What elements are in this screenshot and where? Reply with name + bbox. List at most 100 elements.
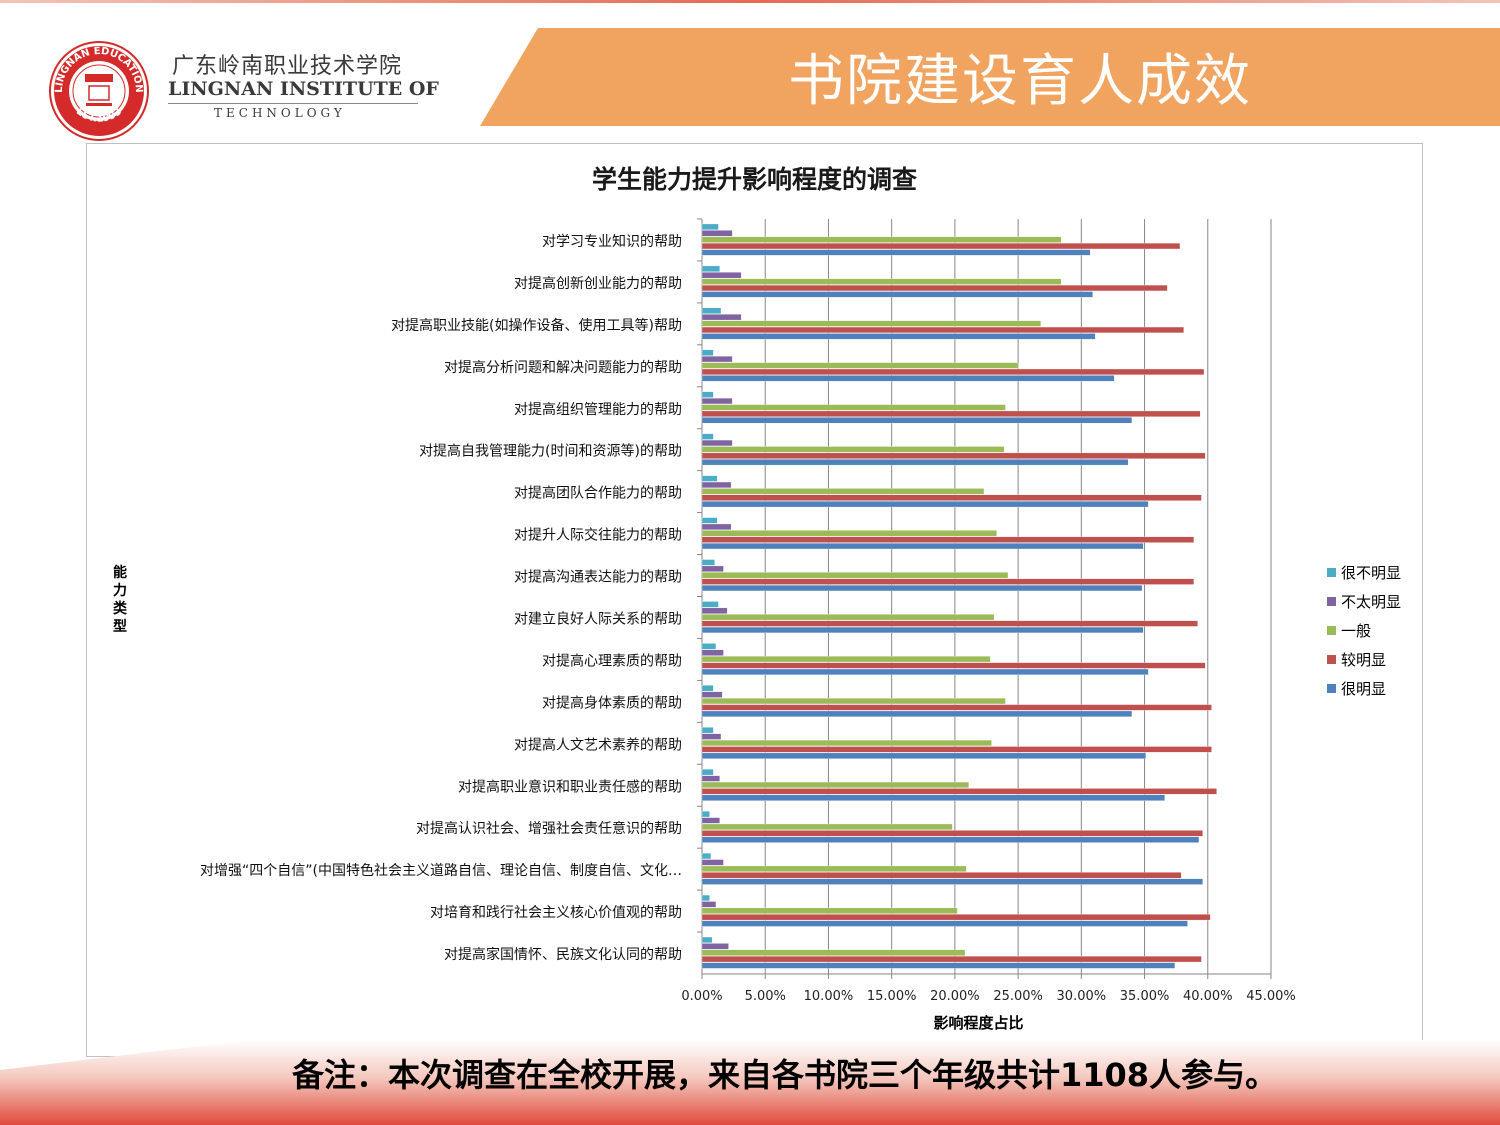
- bar: [701, 559, 715, 566]
- x-tick-label: 15.00%: [867, 989, 917, 1004]
- legend-label: 一般: [1341, 622, 1372, 640]
- bar: [701, 710, 1133, 717]
- category-label: 对提高分析问题和解决问题能力的帮助: [444, 359, 682, 376]
- bar: [701, 691, 723, 698]
- slide-title: 书院建设育人成效: [788, 49, 1252, 114]
- bar: [701, 475, 718, 482]
- bar: [701, 668, 1149, 675]
- bar: [701, 284, 1168, 292]
- bar: [701, 349, 714, 356]
- bar: [701, 626, 1144, 634]
- legend-swatch: [1327, 684, 1336, 693]
- bar: [701, 488, 985, 495]
- bar: [701, 452, 1206, 459]
- bar: [701, 375, 1115, 382]
- bar: [701, 439, 733, 447]
- category-label: 对增强“四个自信”(中国特色社会主义道路自信、理论自信、制度自信、文化…: [200, 862, 682, 879]
- legend-item: 一般: [1327, 616, 1401, 645]
- legend-swatch: [1327, 597, 1336, 606]
- legend-item: 较明显: [1327, 645, 1401, 674]
- bar: [701, 836, 1200, 843]
- category-label: 对提高心理素质的帮助: [542, 652, 682, 669]
- bar: [701, 733, 722, 740]
- legend-label: 不太明显: [1341, 593, 1402, 611]
- legend-item: 不太明显: [1327, 587, 1401, 616]
- bar: [701, 578, 1195, 585]
- bar: [701, 811, 710, 818]
- legend-swatch: [1327, 568, 1336, 577]
- chart-title: 学生能力提升影响程度的调查: [591, 165, 917, 194]
- bar: [701, 536, 1195, 543]
- bar: [701, 291, 1093, 298]
- bar: [701, 662, 1206, 669]
- bar: [701, 265, 720, 272]
- bar: [701, 872, 1182, 879]
- school-logo: LINGNAN EDUCATION EST.1993: [48, 40, 150, 142]
- bar: [701, 307, 722, 314]
- bar: [701, 746, 1212, 753]
- category-label: 对提高认识社会、增强社会责任意识的帮助: [416, 820, 682, 837]
- x-tick-label: 10.00%: [804, 989, 854, 1004]
- bar: [701, 397, 733, 405]
- bar: [701, 601, 719, 608]
- bar: [701, 356, 733, 363]
- bar: [701, 362, 1019, 369]
- bar: [701, 656, 991, 663]
- chart-legend: 很不明显不太明显一般较明显很明显: [1327, 558, 1401, 703]
- bar: [701, 417, 1133, 424]
- chart-frame: 学生能力提升影响程度的调查 0.00% 5.00% 10.00% 15.00% 20.0…: [86, 143, 1423, 1057]
- bar: [701, 788, 1217, 795]
- bar: [701, 543, 1144, 550]
- bar: [701, 368, 1205, 375]
- y-axis-title: 能力类型: [113, 565, 127, 635]
- bar: [701, 817, 720, 824]
- bar: [701, 739, 992, 747]
- institute-name-en: LINGNAN INSTITUTE OF: [168, 78, 439, 100]
- bar: [701, 333, 1096, 340]
- bar: [701, 794, 1165, 801]
- x-tick-label: 0.00%: [681, 989, 722, 1004]
- bar: [701, 907, 958, 914]
- bar: [701, 391, 714, 398]
- bar: [701, 956, 1202, 963]
- legend-item: 很不明显: [1327, 558, 1401, 587]
- bar: [701, 565, 724, 572]
- bar: [701, 446, 1005, 453]
- footnote: 备注：本次调查在全校开展，来自各书院三个年级共计1108人参与。: [292, 1056, 1278, 1094]
- bar: [701, 649, 724, 656]
- bar: [701, 614, 995, 621]
- bar: [701, 272, 742, 279]
- bar: [701, 936, 713, 943]
- x-tick-label: 20.00%: [930, 989, 980, 1004]
- institute-name-cn: 广东岭南职业技术学院: [172, 54, 403, 79]
- category-label: 对提高身体素质的帮助: [542, 694, 682, 711]
- bar: [701, 584, 1143, 592]
- svg-text:EST.1993: EST.1993: [74, 106, 124, 125]
- bar: [701, 410, 1201, 417]
- legend-label: 很明显: [1341, 680, 1387, 698]
- category-label: 对提高创新创业能力的帮助: [514, 275, 682, 292]
- bar: [701, 685, 714, 692]
- legend-swatch: [1327, 655, 1336, 664]
- category-label: 对培育和践行社会主义核心价值观的帮助: [430, 905, 682, 921]
- institute-divider: [168, 103, 418, 104]
- bar: [701, 223, 719, 230]
- bar: [701, 878, 1203, 885]
- institute-name-en-sub: TECHNOLOGY: [214, 106, 346, 120]
- bar: [701, 620, 1198, 627]
- bar: [701, 230, 733, 237]
- bar-chart: 0.00% 5.00% 10.00% 15.00% 20.00% 25.00% 30.00%…: [200, 218, 1296, 1032]
- x-tick-label: 5.00%: [745, 989, 786, 1004]
- bar: [701, 704, 1212, 711]
- bar: [701, 278, 1062, 285]
- bar: [701, 607, 728, 614]
- bar: [701, 698, 1006, 705]
- bar: [701, 781, 969, 788]
- bar: [701, 494, 1202, 501]
- bar: [701, 320, 1042, 327]
- category-label: 对建立良好人际关系的帮助: [514, 611, 682, 627]
- bar: [701, 243, 1181, 250]
- bar: [701, 823, 953, 830]
- bar: [701, 865, 967, 872]
- x-tick-label: 25.00%: [993, 989, 1043, 1004]
